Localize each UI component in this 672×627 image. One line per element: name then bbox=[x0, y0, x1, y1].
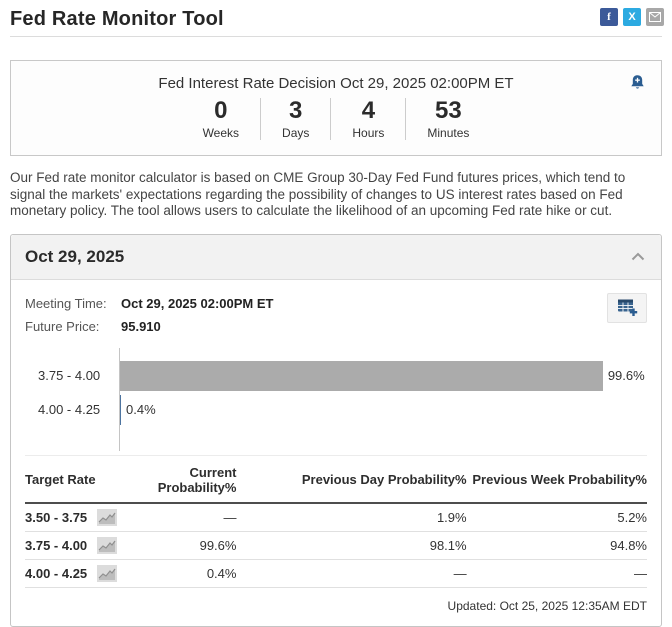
probability-bar bbox=[119, 394, 121, 425]
current-probability-value: 99.6% bbox=[130, 531, 237, 560]
minutes-value: 53 bbox=[435, 97, 462, 124]
countdown-hours: 4 Hours bbox=[331, 97, 407, 141]
sparkline-chart-icon[interactable] bbox=[97, 536, 118, 554]
page-title: Fed Rate Monitor Tool bbox=[10, 8, 224, 30]
updated-timestamp: Updated: Oct 25, 2025 12:35AM EDT bbox=[447, 598, 647, 613]
meeting-time-row: Meeting Time: Oct 29, 2025 02:00PM ET bbox=[25, 296, 647, 311]
table-row: 4.00 - 4.25 0.4% — — bbox=[25, 559, 647, 588]
chart-track: 0.4% bbox=[119, 394, 647, 425]
countdown-days: 3 Days bbox=[261, 97, 332, 141]
chevron-up-icon bbox=[631, 252, 645, 261]
col-current-probability: Current Probability% bbox=[130, 454, 237, 504]
probability-table: Target Rate Current Probability% Previou… bbox=[25, 454, 647, 588]
minutes-label: Minutes bbox=[427, 126, 470, 141]
alert-bell-icon[interactable] bbox=[630, 74, 645, 91]
chart-row: 4.00 - 4.25 0.4% bbox=[25, 394, 647, 425]
meeting-time-label: Meeting Time: bbox=[25, 295, 107, 311]
future-price-value: 95.910 bbox=[121, 318, 161, 334]
sparkline-chart-icon[interactable] bbox=[97, 564, 118, 582]
target-rate-value: 3.75 - 4.00 bbox=[25, 537, 88, 553]
rate-decision-countdown: Fed Interest Rate Decision Oct 29, 2025 … bbox=[10, 60, 662, 156]
target-rate-value: 3.50 - 3.75 bbox=[25, 509, 88, 525]
current-probability-value: — bbox=[130, 502, 237, 532]
countdown-units: 0 Weeks 3 Days 4 Hours 53 Minutes bbox=[11, 97, 661, 141]
hours-value: 4 bbox=[361, 97, 376, 124]
meeting-panel: Oct 29, 2025 Meeting Time: Oct 29, 2025 … bbox=[10, 233, 662, 627]
days-value: 3 bbox=[289, 97, 303, 124]
hours-label: Hours bbox=[352, 126, 385, 141]
chart-category-label: 4.00 - 4.25 bbox=[38, 402, 101, 418]
future-price-row: Future Price: 95.910 bbox=[25, 319, 647, 334]
previous-week-value: 94.8% bbox=[466, 531, 647, 560]
sparkline-chart-icon[interactable] bbox=[97, 508, 118, 526]
future-price-label: Future Price: bbox=[25, 318, 100, 334]
bar-value-label: 0.4% bbox=[126, 402, 156, 418]
col-target-rate: Target Rate bbox=[25, 454, 131, 504]
tool-description: Our Fed rate monitor calculator is based… bbox=[10, 170, 626, 219]
weeks-value: 0 bbox=[214, 97, 228, 124]
header-divider bbox=[10, 36, 662, 37]
countdown-minutes: 53 Minutes bbox=[406, 97, 490, 141]
meeting-meta: Meeting Time: Oct 29, 2025 02:00PM ET Fu… bbox=[11, 280, 661, 334]
target-rate-value: 4.00 - 4.25 bbox=[25, 565, 88, 581]
bar-value-label: 99.6% bbox=[607, 368, 645, 384]
previous-day-value: — bbox=[236, 559, 467, 588]
meeting-panel-header[interactable]: Oct 29, 2025 bbox=[11, 234, 661, 280]
previous-day-value: 98.1% bbox=[236, 531, 467, 560]
table-add-icon bbox=[617, 299, 637, 317]
facebook-share-icon[interactable]: f bbox=[600, 8, 618, 26]
chart-axis-line bbox=[119, 347, 120, 451]
meeting-time-value: Oct 29, 2025 02:00PM ET bbox=[121, 295, 274, 311]
countdown-weeks: 0 Weeks bbox=[182, 97, 262, 141]
weeks-label: Weeks bbox=[202, 126, 240, 141]
probability-bar bbox=[119, 360, 603, 391]
previous-week-value: — bbox=[466, 559, 647, 588]
probability-bar-chart: 3.75 - 4.00 99.6% 4.00 - 4.25 0.4% bbox=[25, 347, 647, 451]
col-previous-week-probability: Previous Week Probability% bbox=[466, 454, 647, 504]
meeting-date-title: Oct 29, 2025 bbox=[25, 246, 125, 266]
days-label: Days bbox=[282, 126, 310, 141]
chart-row: 3.75 - 4.00 99.6% bbox=[25, 360, 647, 391]
countdown-title: Fed Interest Rate Decision Oct 29, 2025 … bbox=[158, 75, 514, 92]
previous-week-value: 5.2% bbox=[466, 502, 647, 532]
page-header: Fed Rate Monitor Tool f X bbox=[0, 0, 672, 36]
previous-day-value: 1.9% bbox=[236, 502, 467, 532]
twitter-share-icon[interactable]: X bbox=[623, 8, 641, 26]
envelope-icon bbox=[649, 12, 661, 22]
chart-track: 99.6% bbox=[119, 360, 647, 391]
col-previous-day-probability: Previous Day Probability% bbox=[236, 454, 467, 504]
add-to-table-button[interactable] bbox=[607, 292, 647, 323]
table-header-row: Target Rate Current Probability% Previou… bbox=[25, 454, 647, 504]
chart-category-label: 3.75 - 4.00 bbox=[38, 368, 101, 384]
email-share-icon[interactable] bbox=[646, 8, 664, 26]
current-probability-value: 0.4% bbox=[130, 559, 237, 588]
table-row: 3.50 - 3.75 — 1.9% 5.2% bbox=[25, 502, 647, 532]
social-share-bar: f X bbox=[600, 8, 664, 26]
table-row: 3.75 - 4.00 99.6% 98.1% 94.8% bbox=[25, 531, 647, 560]
